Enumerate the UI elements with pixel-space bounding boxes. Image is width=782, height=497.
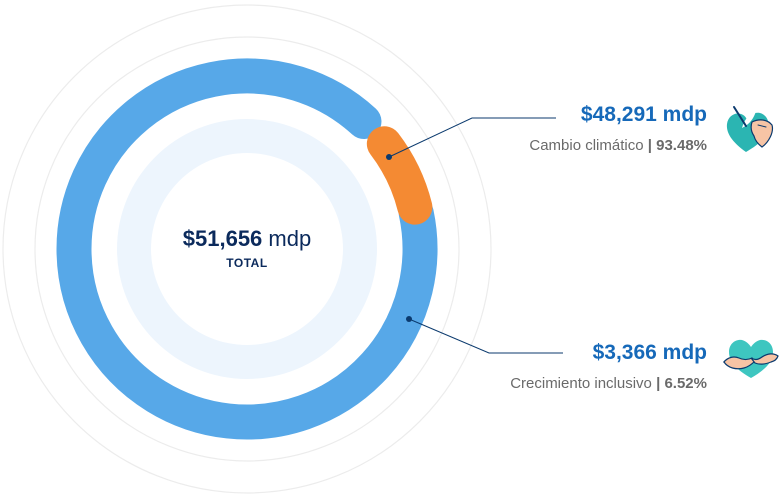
guide-ring-middle xyxy=(34,36,460,462)
heart-hug-hands-icon xyxy=(723,339,779,378)
inner-fill-core xyxy=(151,153,343,345)
legend-separator: | xyxy=(656,375,661,392)
legend-amount-cambio-climatico: $48,291 mdp xyxy=(580,103,707,126)
slice-cambio-climatico[interactable] xyxy=(56,58,438,440)
legend-name-crecimiento-inclusivo: Crecimiento inclusivo xyxy=(510,375,652,392)
legend-desc-cambio-climatico: Cambio climático | 93.48% xyxy=(529,137,707,154)
legend-entry-cambio-climatico: $48,291 mdp Cambio climático | 93.48% xyxy=(529,103,707,154)
heart-leaf-hand-icon xyxy=(726,106,774,152)
legend-desc-crecimiento-inclusivo: Crecimiento inclusivo | 6.52% xyxy=(510,375,707,392)
leader-line-crecimiento-inclusivo xyxy=(406,316,563,354)
total-label: $51,656 mdp TOTAL xyxy=(147,226,347,270)
legend-separator: | xyxy=(647,137,652,154)
total-amount: $51,656 mdp xyxy=(147,226,347,252)
total-amount-unit: mdp xyxy=(268,226,312,251)
legend-percent-cambio-climatico: 93.48% xyxy=(656,137,707,154)
leader-line-cambio-climatico xyxy=(386,117,556,160)
legend-name-cambio-climatico: Cambio climático xyxy=(529,137,644,154)
guide-ring-outer xyxy=(2,4,492,494)
slice-crecimiento-inclusivo[interactable] xyxy=(366,126,433,225)
legend-percent-crecimiento-inclusivo: 6.52% xyxy=(664,375,707,392)
total-caption: TOTAL xyxy=(226,256,268,270)
total-amount-value: $51,656 xyxy=(182,226,263,251)
legend-entry-crecimiento-inclusivo: $3,366 mdp Crecimiento inclusivo | 6.52% xyxy=(510,341,707,392)
legend-amount-crecimiento-inclusivo: $3,366 mdp xyxy=(592,341,707,364)
